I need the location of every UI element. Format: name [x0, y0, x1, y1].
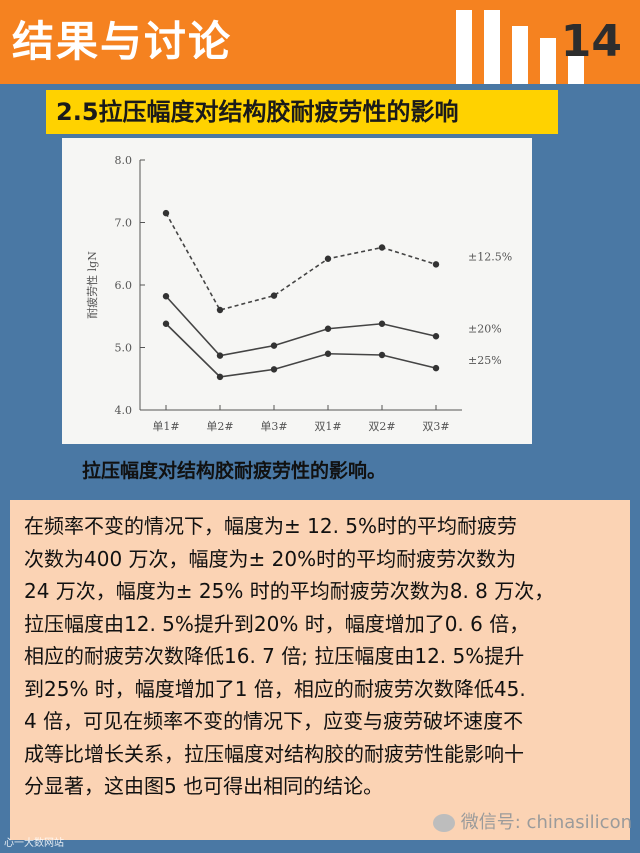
data-point	[270, 292, 278, 299]
data-point	[216, 306, 224, 314]
data-point	[324, 325, 332, 332]
data-point	[270, 366, 278, 373]
data-point	[324, 350, 332, 357]
page-title: 结果与讨论	[12, 17, 233, 66]
data-point	[162, 320, 170, 327]
data-point	[216, 352, 224, 359]
series-label: ±12.5%	[468, 250, 512, 263]
paragraph-line: 成等比增长关系，拉压幅度对结构胶的耐疲劳性能影响十	[24, 741, 524, 766]
deco-bar	[568, 52, 584, 84]
deco-bar	[484, 10, 500, 84]
section-title: 2.5拉压幅度对结构胶耐疲劳性的影响	[46, 90, 558, 134]
watermark-text: 微信号: chinasilicon	[460, 812, 632, 833]
series-label: ±25%	[468, 354, 502, 367]
paragraph-line: 到25% 时，幅度增加了1 倍，相应的耐疲劳次数降低45.	[24, 676, 526, 701]
y-tick-label: 4.0	[115, 404, 133, 417]
deco-bar	[456, 10, 472, 84]
figure-caption: 拉压幅度对结构胶耐疲劳性的影响。	[82, 460, 387, 482]
series-line	[165, 212, 437, 311]
data-point	[378, 320, 386, 327]
deco-bar	[512, 26, 528, 84]
y-tick-label: 8.0	[115, 154, 133, 167]
paragraph-line: 4 倍，可见在频率不变的情况下，应变与疲劳破坏速度不	[24, 709, 524, 733]
data-point	[378, 351, 386, 359]
y-tick-label: 5.0	[115, 342, 133, 355]
paragraph-line: 相应的耐疲劳次数降低16. 7 倍; 拉压幅度由12. 5%提升	[24, 644, 525, 668]
data-point	[270, 342, 278, 349]
paragraph: 在频率不变的情况下，幅度为± 12. 5%时的平均耐疲劳 次数为400 万次，幅度…	[24, 510, 620, 803]
paragraph-box: 在频率不变的情况下，幅度为± 12. 5%时的平均耐疲劳 次数为400 万次，幅度…	[10, 500, 630, 840]
data-point	[216, 373, 224, 381]
data-point	[432, 261, 440, 268]
header-bar: 结果与讨论 14	[0, 0, 640, 84]
page-number: 14	[560, 16, 622, 67]
watermark: 微信号: chinasilicon	[432, 808, 632, 834]
y-axis-label: 耐疲劳性 lgN	[85, 251, 99, 319]
paragraph-line: 在频率不变的情况下，幅度为± 12. 5%时的平均耐疲劳	[24, 514, 518, 538]
paragraph-line: 分显著，这由图5 也可得出相同的结论。	[24, 774, 384, 798]
data-point	[378, 244, 386, 251]
paragraph-line: 次数为400 万次，幅度为± 20%时的平均耐疲劳次数为	[24, 546, 517, 571]
data-point	[324, 255, 332, 262]
x-tick-label: 单1#	[152, 420, 179, 433]
data-point	[432, 364, 440, 372]
data-point	[432, 333, 440, 340]
deco-bar	[540, 38, 556, 84]
x-tick-label: 双1#	[314, 420, 341, 433]
data-point	[162, 293, 170, 300]
paragraph-line: 拉压幅度由12. 5%提升到20% 时，幅度增加了0. 6 倍，	[24, 611, 530, 636]
series-line	[165, 323, 437, 378]
series-label: ±20%	[468, 322, 502, 335]
y-tick-label: 7.0	[115, 217, 133, 230]
x-tick-label: 双3#	[422, 420, 449, 433]
x-tick-label: 双2#	[368, 420, 395, 433]
y-tick-label: 6.0	[115, 279, 133, 292]
x-tick-label: 单2#	[206, 420, 233, 433]
paragraph-line: 24 万次，幅度为± 25% 时的平均耐疲劳次数为8. 8 万次，	[24, 579, 555, 603]
wechat-icon	[432, 814, 455, 832]
x-tick-label: 单3#	[260, 420, 287, 433]
corner-mark: 心一大数网站	[4, 838, 64, 849]
fatigue-line-chart: 4.0 5.0 6.0 7.0 8.0 单1# 单2# 单3# 双1# 双2# 双3# 耐疲劳性 lg…	[85, 154, 512, 433]
chart-panel: 4.0 5.0 6.0 7.0 8.0 单1# 单2# 单3# 双1# 双2# 双3# 耐疲劳性 lg…	[62, 138, 532, 444]
series-line	[165, 295, 437, 357]
data-point	[162, 209, 170, 217]
